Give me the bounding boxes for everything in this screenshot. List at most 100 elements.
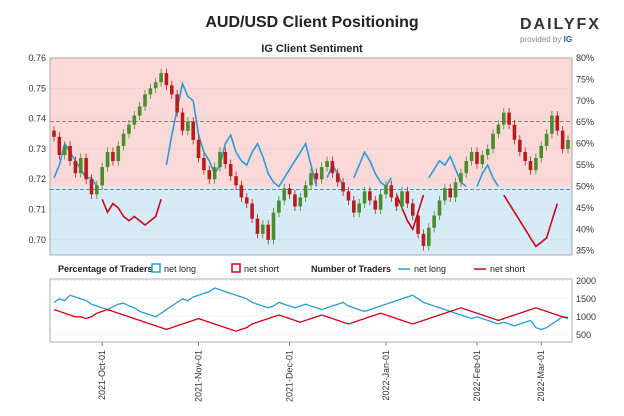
candle-body-69 — [421, 233, 426, 246]
candle-body-7 — [89, 179, 94, 195]
candle-body-23 — [175, 94, 179, 113]
candle-body-30 — [212, 167, 217, 180]
candle-body-92 — [544, 133, 549, 146]
lower-y-tick-2: 1500 — [576, 294, 596, 304]
lower-y-tick-3: 2000 — [576, 276, 596, 286]
candle-body-57 — [357, 203, 361, 213]
price-panel: 0.70 0.71 0.72 0.73 0.74 0.75 0.76 35% 40% 45% 50%… — [28, 53, 594, 256]
candle-body-9 — [100, 167, 104, 186]
x-tick-label-0: 2021-Oct-01 — [97, 350, 107, 400]
candle-body-34 — [234, 176, 238, 186]
net-short-count-line — [53, 307, 569, 332]
candle-body-41 — [271, 212, 276, 240]
candle-body-56 — [352, 200, 356, 213]
candle-body-27 — [196, 139, 201, 159]
legend-pct-short-swatch — [231, 263, 241, 273]
y-right-tick-5: 60% — [576, 139, 594, 149]
candle-body-39 — [261, 224, 265, 234]
candle-body-1 — [57, 136, 62, 155]
x-tick-label-1: 2021-Nov-01 — [194, 350, 204, 402]
candle-body-61 — [378, 194, 383, 210]
y-left-tick-5: 0.75 — [28, 83, 46, 93]
y-left-tick-6: 0.76 — [28, 53, 46, 63]
candle-body-83 — [496, 124, 501, 134]
candle-body-19 — [153, 82, 158, 89]
candle-body-48 — [309, 173, 313, 186]
chart-subtitle: IG Client Sentiment — [261, 43, 363, 55]
candle-body-51 — [325, 161, 329, 168]
candle-body-42 — [277, 200, 281, 213]
candle-body-4 — [73, 161, 78, 174]
candle-body-63 — [389, 185, 394, 198]
x-tick-label-4: 2022-Feb-01 — [472, 350, 482, 402]
y-right-tick-9: 80% — [576, 53, 594, 63]
candle-body-55 — [346, 191, 351, 201]
legend-num-short: net short — [490, 264, 526, 274]
candle-body-17 — [143, 94, 147, 107]
ig-logo-text: IG — [563, 35, 573, 44]
candle-body-49 — [314, 173, 319, 180]
y-right-tick-2: 45% — [576, 203, 594, 213]
candle-body-80 — [480, 154, 485, 165]
legend-num-long: net long — [414, 264, 446, 274]
lower-y-tick-1: 1000 — [576, 312, 596, 322]
y-left-tick-3: 0.73 — [28, 144, 46, 154]
legend-pct-long-swatch — [151, 263, 161, 273]
legend-pct-long: net long — [164, 264, 196, 274]
price-panel-frame — [49, 57, 573, 256]
candle-body-73 — [443, 188, 447, 201]
candle-body-44 — [287, 188, 292, 195]
x-tick-label-3: 2022-Jan-01 — [381, 350, 391, 401]
candle-body-81 — [485, 148, 490, 155]
candle-body-20 — [159, 73, 163, 83]
candle-body-84 — [501, 112, 506, 125]
candle-body-47 — [303, 185, 308, 198]
candle-body-52 — [330, 161, 335, 174]
candle-body-18 — [148, 88, 153, 95]
brand-word: DAILYFX — [520, 16, 601, 33]
candle-body-85 — [507, 112, 511, 125]
dailyfx-logo: DAILYFX provided by IG — [520, 16, 620, 44]
candle-body-82 — [491, 133, 495, 149]
candle-body-45 — [293, 194, 297, 207]
brand-subline: provided by IG — [520, 35, 620, 44]
candle-body-29 — [207, 170, 212, 180]
legend-pct-short: net short — [244, 264, 280, 274]
candle-body-6 — [84, 158, 88, 180]
candle-body-66 — [405, 191, 410, 204]
candle-body-46 — [298, 197, 303, 207]
candle-body-95 — [560, 130, 565, 149]
candle-body-65 — [400, 191, 404, 207]
y-right-tick-7: 70% — [576, 96, 594, 106]
candle-body-2 — [62, 145, 67, 155]
legend-pct-title: Percentage of Traders — [58, 264, 153, 274]
candle-body-50 — [319, 167, 324, 180]
candle-body-28 — [202, 158, 206, 171]
y-left-tick-1: 0.71 — [28, 205, 46, 215]
legend-num-title: Number of Traders — [311, 264, 391, 274]
candle-body-0 — [52, 130, 56, 137]
candle-body-38 — [255, 218, 260, 234]
x-tick-label-2: 2021-Dec-01 — [285, 350, 295, 402]
net-long-zone — [50, 186, 572, 255]
candle-body-16 — [137, 106, 142, 116]
y-left-tick-0: 0.70 — [28, 235, 46, 245]
candle-body-88 — [523, 151, 527, 162]
candle-body-68 — [416, 215, 420, 234]
x-axis: 2021-Oct-01 2021-Nov-01 2021-Dec-01 2022-Ja… — [97, 342, 546, 402]
candle-body-36 — [244, 197, 249, 204]
y-right-tick-0: 35% — [576, 246, 594, 256]
candle-body-11 — [111, 151, 115, 162]
candle-body-87 — [518, 139, 522, 152]
candle-body-79 — [475, 151, 479, 165]
candle-body-59 — [368, 191, 372, 201]
net-short-zone — [50, 58, 572, 187]
candle-body-10 — [105, 151, 110, 168]
candle-body-33 — [228, 164, 233, 177]
net-long-count-line — [53, 287, 569, 331]
y-right-tick-8: 75% — [576, 74, 594, 84]
candle-body-31 — [218, 151, 222, 168]
candle-body-70 — [426, 227, 431, 246]
candle-body-64 — [394, 197, 399, 207]
